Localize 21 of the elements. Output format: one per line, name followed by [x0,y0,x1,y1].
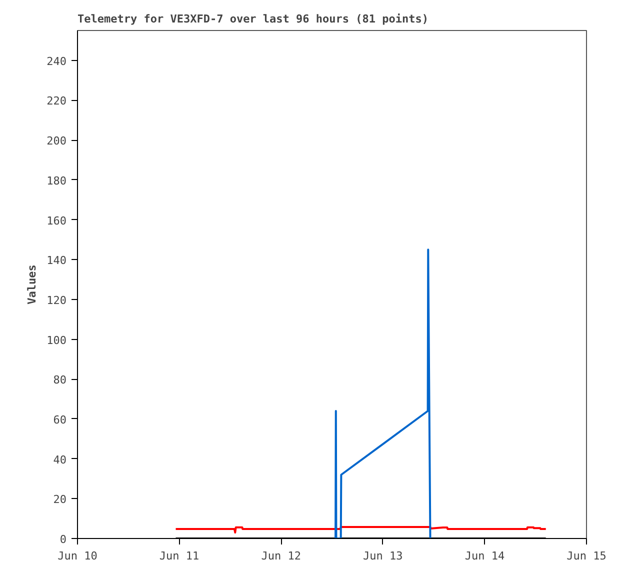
y-tick-label: 200 [46,134,67,148]
y-tick-label: 140 [46,254,67,268]
y-tick-label: 60 [53,413,67,426]
x-tick-label: Jun 12 [261,550,301,562]
y-tick-label: 100 [46,334,67,347]
x-tick-label: Jun 14 [464,550,505,562]
y-tick-label: 120 [46,294,67,307]
y-tick-label: 240 [46,54,67,68]
x-tick-label: Jun 13 [363,550,403,562]
y-tick-label: 40 [53,453,67,466]
y-tick-label: 160 [46,214,67,228]
x-tick-label: Jun 15 [566,550,606,562]
y-tick-label: 20 [53,493,67,506]
chart-title: Telemetry for VE3XFD-7 over last 96 hours (81 points) [78,12,428,26]
y-tick-label: 220 [46,94,67,108]
x-tick-label: Jun 11 [159,550,200,562]
y-axis-title: Values [26,264,39,304]
y-tick-label: 180 [46,174,67,188]
x-tick-label: Jun 10 [58,550,98,562]
y-tick-label: 0 [60,533,66,546]
y-tick-label: 80 [53,374,67,387]
